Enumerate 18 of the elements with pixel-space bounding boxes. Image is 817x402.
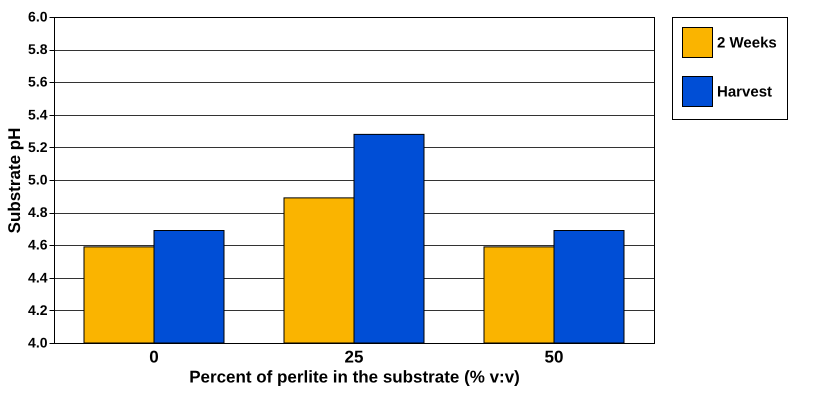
x-tick-label: 0 (149, 348, 159, 366)
y-tick-label: 5.2 (28, 138, 48, 155)
legend-label: Harvest (717, 84, 772, 100)
y-tick-label: 4.6 (28, 236, 48, 253)
legend-label: 2 Weeks (717, 34, 777, 52)
y-tick-label: 5.4 (28, 106, 48, 122)
y-tick-label: 4.8 (28, 204, 48, 220)
y-tick-label: 4.2 (28, 302, 48, 318)
y-tick-label: 6.0 (28, 8, 48, 24)
x-tick-label: 25 (344, 348, 364, 366)
x-axis-title: Percent of perlite in the substrate (% v:v) (189, 368, 520, 386)
y-tick-label: 4.4 (28, 269, 48, 286)
y-tick-label: 5.8 (28, 41, 48, 58)
y-axis-title: Substrate pH (5, 128, 24, 234)
x-tick-label: 50 (544, 348, 564, 366)
y-tick-label: 4.0 (28, 334, 48, 350)
y-tick-label: 5.6 (28, 74, 48, 90)
y-tick-label: 5.0 (28, 172, 48, 188)
